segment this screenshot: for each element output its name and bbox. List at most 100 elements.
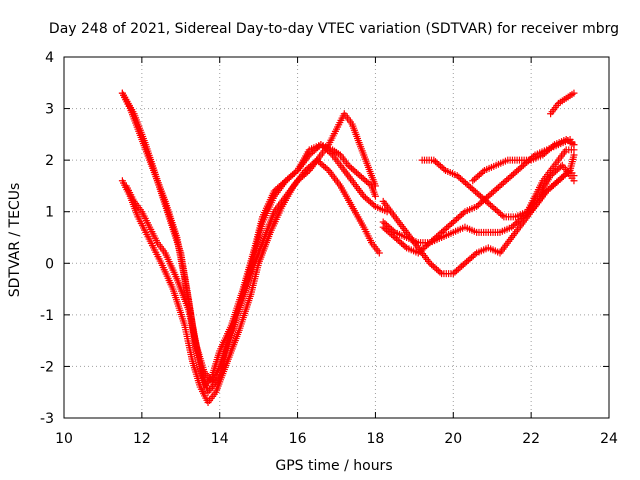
chart-title: Day 248 of 2021, Sidereal Day-to-day VTE…	[49, 21, 619, 37]
data-point-interp	[327, 150, 335, 158]
data-point-interp	[436, 268, 444, 276]
data-point	[379, 223, 387, 231]
data-point-interp	[546, 184, 554, 192]
y-tick-label: 3	[45, 102, 54, 118]
data-point-interp	[302, 169, 310, 177]
data-point	[543, 187, 551, 195]
data-point	[438, 228, 446, 236]
data-point-interp	[441, 225, 449, 233]
data-point-interp	[423, 242, 431, 250]
series-track-4	[122, 110, 379, 386]
data-point-interp	[491, 186, 499, 194]
x-tick-label: 18	[367, 431, 385, 447]
data-point-interp	[300, 171, 308, 179]
series-track-2	[118, 89, 391, 396]
data-point-interp	[436, 162, 444, 170]
data-point-interp	[418, 246, 426, 254]
data-point-interp	[398, 239, 406, 247]
data-point-interp	[540, 150, 548, 158]
data-point-interp	[542, 148, 550, 156]
data-point-interp	[513, 219, 521, 227]
data-point-interp	[497, 210, 505, 218]
data-point-interp	[471, 250, 479, 258]
data-point-interp	[458, 262, 466, 270]
data-point-interp	[424, 240, 432, 248]
grid	[64, 57, 609, 418]
data-point-interp	[476, 200, 484, 208]
x-tick-label: 14	[211, 431, 229, 447]
data-point-interp	[434, 231, 442, 239]
data-point-interp	[440, 165, 448, 173]
data-point-interp	[396, 238, 404, 246]
data-point-interp	[383, 226, 391, 234]
data-point	[484, 192, 492, 200]
x-tick-label: 24	[600, 431, 618, 447]
data-point-interp	[483, 198, 491, 206]
data-point-interp	[485, 200, 493, 208]
data-point-interp	[448, 220, 456, 228]
data-point-interp	[486, 191, 494, 199]
data-point-interp	[436, 230, 444, 238]
data-point	[570, 177, 578, 185]
data-point-interp	[459, 261, 467, 269]
data-point-interp	[490, 204, 498, 212]
data-point-interp	[458, 211, 466, 219]
data-point-interp	[475, 171, 483, 179]
data-point-interp	[518, 214, 526, 222]
data-point-interp	[521, 160, 529, 168]
data-point-interp	[433, 159, 441, 167]
y-axis-label: SDTVAR / TECUs	[7, 183, 23, 298]
data-point-interp	[389, 232, 397, 240]
data-point-interp	[548, 183, 556, 191]
data-point-interp	[285, 174, 293, 182]
data-point	[469, 177, 477, 185]
data-point-interp	[365, 197, 373, 205]
data-point-interp	[478, 194, 486, 202]
data-point-interp	[399, 241, 407, 249]
data-point-interp	[553, 178, 561, 186]
data-point-interp	[544, 186, 552, 194]
data-point-interp	[401, 242, 409, 250]
data-point-interp	[472, 188, 480, 196]
data-point	[426, 259, 434, 267]
data-point-interp	[453, 267, 461, 275]
data-point-interp	[503, 176, 511, 184]
data-point-interp	[323, 165, 331, 173]
data-point-interp	[394, 236, 402, 244]
data-point-interp	[467, 183, 475, 191]
y-tick-label: 0	[45, 256, 54, 272]
data-point-interp	[386, 229, 394, 237]
data-point-interp	[364, 179, 372, 187]
data-point-interp	[498, 180, 506, 188]
data-point	[294, 177, 302, 185]
x-tick-label: 16	[289, 431, 307, 447]
data-point-interp	[320, 162, 328, 170]
data-point	[508, 172, 516, 180]
data-point-interp	[457, 175, 465, 183]
data-point-interp	[472, 174, 480, 182]
data-point-interp	[433, 265, 441, 273]
plot-frame	[63, 56, 610, 419]
data-point-interp	[361, 176, 369, 184]
data-point-interp	[463, 258, 471, 266]
data-point-interp	[462, 179, 470, 187]
data-point-interp	[474, 172, 482, 180]
data-point	[344, 161, 352, 169]
data-point-interp	[518, 163, 526, 171]
data-point-interp	[498, 211, 506, 219]
data-point-interp	[480, 195, 488, 203]
data-point	[414, 249, 422, 257]
data-point-interp	[318, 161, 326, 169]
data-point-interp	[553, 166, 561, 174]
data-point-interp	[284, 175, 292, 183]
data-point-interp	[555, 164, 563, 172]
data-point	[465, 182, 473, 190]
data-point-interp	[509, 222, 517, 230]
data-point-interp	[493, 207, 501, 215]
data-point	[554, 177, 562, 185]
data-point-interp	[451, 268, 459, 276]
data-point	[488, 203, 496, 211]
data-point-interp	[297, 174, 305, 182]
data-point-interp	[358, 173, 366, 181]
data-point-interp	[438, 164, 446, 172]
